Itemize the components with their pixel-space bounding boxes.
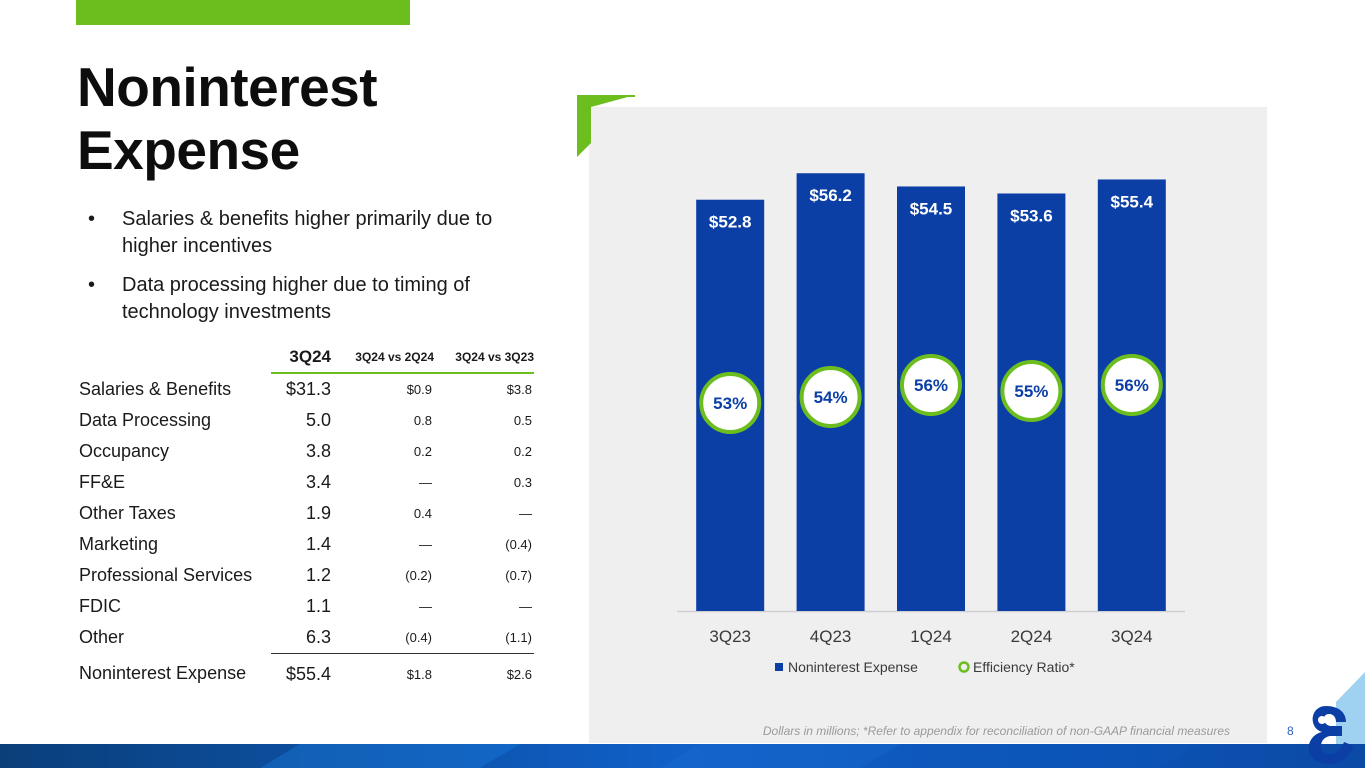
- efficiency-ratio-label: 53%: [713, 394, 747, 413]
- table-row-vs-prior-quarter: (0.2): [405, 568, 432, 583]
- bullet-item: Salaries & benefits higher primarily due…: [88, 206, 538, 260]
- table-header-3q24: 3Q24: [271, 342, 333, 374]
- footnote: Dollars in millions; *Refer to appendix …: [762, 724, 1230, 738]
- table-row-label: Marketing: [79, 534, 159, 554]
- efficiency-ratio-point: [900, 354, 962, 416]
- table-row-vs-prior-quarter: —: [419, 475, 432, 490]
- table-row-vs-prior-year: (0.7): [505, 568, 532, 583]
- table-row-vs-prior-year: $3.8: [506, 382, 532, 397]
- page-title: Noninterest Expense: [77, 56, 378, 182]
- noninterest-expense-chart: $52.8 3Q23 53% $56.2 4Q23 54% $54.5 1Q24 56% $53.…: [677, 173, 1185, 675]
- table-total-vs-prior-quarter: $1.8: [406, 666, 432, 682]
- table-row-vs-prior-quarter: (0.4): [333, 622, 434, 654]
- table-row-label: Professional Services: [79, 565, 253, 585]
- legend-marker-efficiency-ratio: [958, 661, 970, 673]
- table-header-row: 3Q24 3Q24 vs 2Q24 3Q24 vs 3Q23: [76, 342, 534, 374]
- table-row-vs-prior-quarter: 0.8: [413, 413, 432, 428]
- table-row-vs-prior-quarter: 0.2: [413, 444, 432, 459]
- table-row-vs-prior-quarter: —: [419, 599, 432, 614]
- x-tick-label: 2Q24: [1011, 627, 1053, 646]
- table-total-value: $55.4: [285, 663, 331, 684]
- x-tick-label: 4Q23: [810, 627, 852, 646]
- x-tick-label: 3Q24: [1111, 627, 1153, 646]
- table-row-vs-prior-quarter: 0.4: [413, 506, 432, 521]
- table-row-value: 3.8: [305, 441, 331, 461]
- efficiency-ratio-label: 56%: [914, 376, 948, 395]
- table-row-vs-prior-year: 0.2: [513, 444, 532, 459]
- table-row-vs-prior-year: —: [519, 599, 532, 614]
- x-tick-label: 1Q24: [910, 627, 952, 646]
- table-header-vs-2q24: 3Q24 vs 2Q24: [333, 342, 434, 374]
- efficiency-ratio-point: [1000, 360, 1063, 422]
- efficiency-ratio-point: [699, 372, 762, 434]
- page-title-line-1: Noninterest: [77, 56, 378, 118]
- table-row-vs-prior-year: (0.4): [505, 537, 532, 552]
- bullet-item: Data processing higher due to timing of …: [88, 272, 538, 326]
- table-row-label: Salaries & Benefits: [79, 378, 232, 399]
- table-row-vs-prior-quarter: $0.9: [406, 382, 432, 397]
- table-row-label: FF&E: [79, 472, 126, 492]
- table-row: Other Taxes 1.9 0.4 —: [76, 498, 534, 529]
- bar-data-label: $55.4: [1111, 192, 1154, 211]
- table-row: Data Processing 5.0 0.8 0.5: [76, 405, 534, 436]
- page-title-line-2: Expense: [77, 119, 300, 181]
- efficiency-ratio-label: 54%: [814, 388, 848, 407]
- table-row-value: 3.4: [305, 472, 331, 492]
- table-row-value: 1.9: [305, 503, 331, 523]
- efficiency-ratio-point: [1100, 354, 1163, 416]
- table-row-label: Data Processing: [79, 410, 212, 430]
- table-row-vs-prior-quarter: —: [419, 537, 432, 552]
- legend-label-noninterest-expense: Noninterest Expense: [788, 659, 918, 675]
- table-total-label: Noninterest Expense: [79, 663, 247, 684]
- table-row-vs-prior-year: 0.3: [513, 475, 532, 490]
- table-row-vs-prior-year: 0.5: [513, 413, 532, 428]
- table-row-label: Other Taxes: [79, 503, 176, 523]
- table-total-row: Noninterest Expense $55.4 $1.8 $2.6: [76, 654, 534, 695]
- table-row-label: FDIC: [79, 596, 121, 616]
- legend-marker-noninterest-expense: [775, 663, 783, 671]
- bar-data-label: $53.6: [1010, 206, 1053, 225]
- bar-data-label: $52.8: [709, 213, 752, 232]
- table-header-blank: [76, 342, 271, 373]
- table-row-value: 6.3: [271, 622, 333, 654]
- bar-data-label: $54.5: [910, 199, 953, 218]
- bullet-list: Salaries & benefits higher primarily due…: [88, 206, 538, 338]
- table-row-label: Occupancy: [79, 441, 170, 461]
- table-row-vs-prior-year: —: [519, 506, 532, 521]
- table-row: Professional Services 1.2 (0.2) (0.7): [76, 560, 534, 591]
- table-row: Salaries & Benefits $31.3 $0.9 $3.8: [76, 373, 534, 405]
- table-row: Marketing 1.4 — (0.4): [76, 529, 534, 560]
- table-row-vs-prior-year: (1.1): [434, 622, 534, 654]
- corner-accent-icon: [577, 95, 635, 157]
- table-row-value: 5.0: [305, 410, 331, 430]
- efficiency-ratio-label: 55%: [1014, 382, 1048, 401]
- table-header-vs-3q23: 3Q24 vs 3Q23: [434, 342, 534, 374]
- efficiency-ratio-point: [799, 366, 862, 428]
- table-row-value: $31.3: [285, 379, 331, 399]
- table-row: Other 6.3 (0.4) (1.1): [76, 622, 534, 654]
- company-logo-icon: [1308, 672, 1365, 764]
- table-total-vs-prior-year: $2.6: [506, 666, 532, 682]
- title-accent-bar: [76, 0, 410, 25]
- expense-table: 3Q24 3Q24 vs 2Q24 3Q24 vs 3Q23 Salaries …: [76, 342, 534, 694]
- table-row-value: 1.2: [305, 565, 331, 585]
- table-row-value: 1.4: [305, 534, 331, 554]
- bar-data-label: $56.2: [809, 186, 852, 205]
- x-tick-label: 3Q23: [709, 627, 751, 646]
- footer-band: [0, 744, 1365, 768]
- table-row: FDIC 1.1 — —: [76, 591, 534, 622]
- efficiency-ratio-label: 56%: [1115, 376, 1149, 395]
- table-row: Occupancy 3.8 0.2 0.2: [76, 436, 534, 467]
- page-number: 8: [1287, 724, 1294, 738]
- table-row-label: Other: [79, 627, 125, 648]
- legend-label-efficiency-ratio: Efficiency Ratio*: [973, 659, 1075, 675]
- table-body: Salaries & Benefits $31.3 $0.9 $3.8 Data Pro…: [76, 373, 534, 694]
- table-row: FF&E 3.4 — 0.3: [76, 467, 534, 498]
- table-row-value: 1.1: [305, 596, 331, 616]
